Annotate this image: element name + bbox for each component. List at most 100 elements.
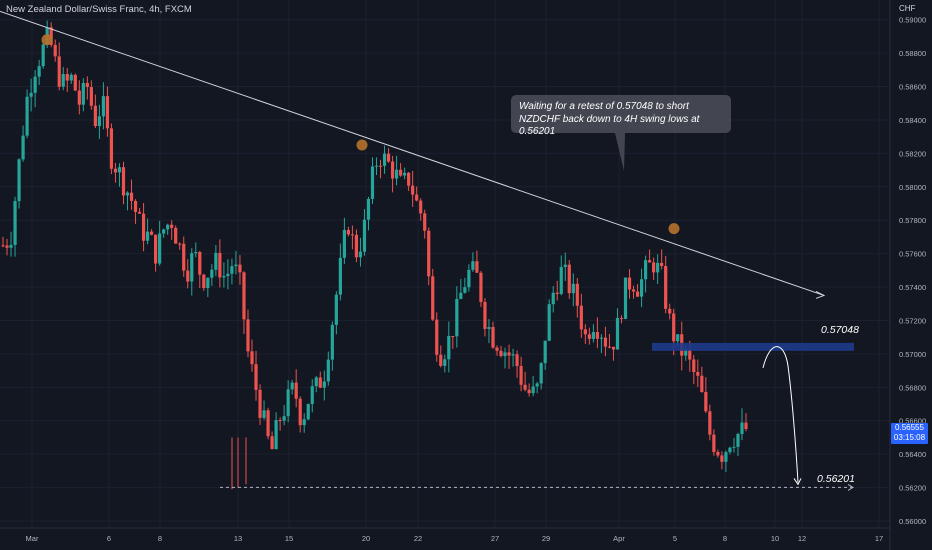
chart-grid xyxy=(0,0,890,528)
candle-body xyxy=(330,324,334,360)
target-level-arrowhead xyxy=(847,483,854,491)
candle-body xyxy=(218,252,222,278)
candle-body xyxy=(660,262,664,267)
candle-body xyxy=(708,411,712,435)
candle-body xyxy=(591,332,595,339)
y-tick-label: 0.58400 xyxy=(899,116,926,125)
candle-body xyxy=(145,231,150,241)
candle-body xyxy=(595,332,599,339)
candle-body xyxy=(25,96,29,136)
candle-body xyxy=(672,313,676,342)
candle-body xyxy=(668,308,672,314)
candle-body xyxy=(238,264,242,273)
candle-body xyxy=(507,352,511,356)
projection-arrowhead xyxy=(793,478,802,486)
candle-body xyxy=(627,277,632,290)
candle-body xyxy=(162,229,166,234)
candle-body xyxy=(459,292,463,299)
candle-body xyxy=(342,229,346,258)
y-tick-label: 0.57400 xyxy=(899,283,926,292)
candle-body xyxy=(728,447,732,453)
trendline xyxy=(0,10,825,296)
candle-body xyxy=(150,231,154,235)
candle-body xyxy=(117,167,122,173)
candle-body xyxy=(447,335,451,360)
candle-body xyxy=(487,327,491,329)
candle-body xyxy=(53,44,57,57)
candle-body xyxy=(403,172,407,176)
candle-body xyxy=(603,337,608,347)
y-tick-label: 0.57200 xyxy=(899,316,926,325)
y-tick-label: 0.58200 xyxy=(899,149,926,158)
candle-body xyxy=(732,446,736,448)
candle-body xyxy=(326,359,330,382)
y-tick-label: 0.57800 xyxy=(899,216,926,225)
candle-body xyxy=(455,298,459,337)
candle-body xyxy=(206,277,210,289)
candle-body xyxy=(495,347,499,351)
candle-body xyxy=(141,213,146,241)
candle-body xyxy=(362,219,367,252)
candle-body xyxy=(186,270,190,282)
candle-body xyxy=(696,372,700,376)
annotation-note[interactable]: Waiting for a retest of 0.57048 to short… xyxy=(511,95,731,137)
candle-body xyxy=(643,260,648,280)
candle-body xyxy=(631,289,636,292)
x-tick-label: 13 xyxy=(234,534,242,543)
candle-body xyxy=(294,382,298,399)
candle-body xyxy=(49,27,53,45)
candle-body xyxy=(274,420,278,450)
candle-body xyxy=(202,274,206,289)
candle-body xyxy=(234,264,238,267)
x-tick-label: 27 xyxy=(491,534,499,543)
candle-body xyxy=(133,200,138,212)
candle-body xyxy=(226,273,230,277)
candles xyxy=(1,20,748,490)
candle-body xyxy=(471,261,475,270)
candle-body xyxy=(194,252,198,254)
candle-body xyxy=(121,167,126,196)
candle-body xyxy=(463,287,467,293)
y-tick-label: 0.57000 xyxy=(899,350,926,359)
candle-body xyxy=(615,318,620,350)
candle-body xyxy=(700,375,704,393)
candle-body xyxy=(688,349,692,360)
candle-body xyxy=(431,276,435,320)
candle-body xyxy=(411,185,415,195)
candle-body xyxy=(491,327,495,348)
y-tick-label: 0.56600 xyxy=(899,417,926,426)
trendline-arrowhead xyxy=(815,290,826,299)
candle-body xyxy=(479,272,483,303)
candle-body xyxy=(198,252,202,275)
candle-body xyxy=(575,283,579,306)
x-tick-label: 29 xyxy=(542,534,550,543)
x-tick-label: 12 xyxy=(798,534,806,543)
candle-body xyxy=(684,349,688,356)
candle-body xyxy=(93,105,97,127)
y-tick-label: 0.59000 xyxy=(899,16,926,25)
candle-body xyxy=(587,334,591,339)
x-tick-label: 22 xyxy=(414,534,422,543)
candle-body xyxy=(583,329,587,335)
candle-body xyxy=(77,90,81,105)
y-tick-label: 0.58600 xyxy=(899,83,926,92)
candle-body xyxy=(503,352,507,357)
candle-body xyxy=(451,335,455,337)
y-tick-label: 0.56000 xyxy=(899,517,926,526)
candle-body xyxy=(611,346,616,350)
candle-body xyxy=(716,451,720,456)
candle-body xyxy=(57,56,61,87)
candle-body xyxy=(29,92,33,97)
candle-body xyxy=(527,389,531,394)
candle-body xyxy=(17,159,21,202)
candle-body xyxy=(579,305,583,330)
candle-body xyxy=(407,172,411,186)
candle-body xyxy=(378,165,383,167)
candle-body xyxy=(9,244,13,248)
candle-body xyxy=(338,257,342,295)
candle-body xyxy=(125,192,130,196)
candle-body xyxy=(664,266,668,309)
candle-body xyxy=(676,334,680,342)
candle-body xyxy=(386,153,391,162)
